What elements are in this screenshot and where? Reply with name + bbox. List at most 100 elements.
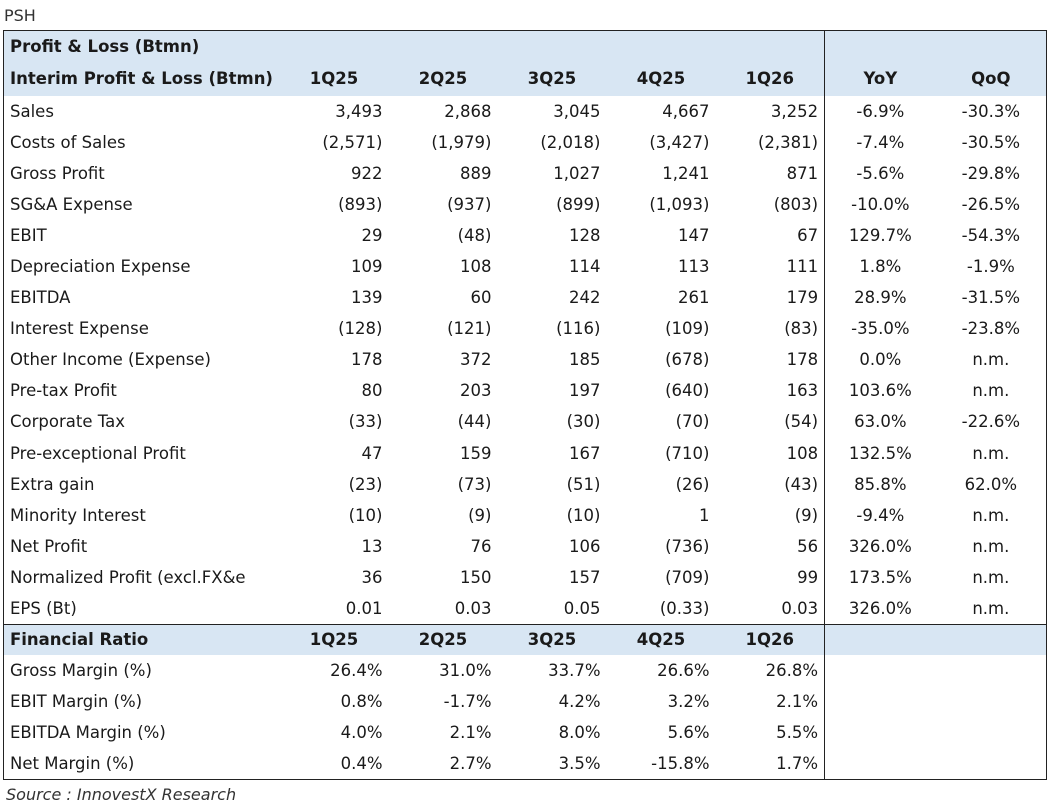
- ratio-value: 3.2%: [667, 692, 710, 712]
- row-value: (937): [447, 194, 492, 214]
- ratio-value: 0.4%: [340, 754, 383, 774]
- row-yoy: 1.8%: [824, 250, 936, 283]
- row-qoq: -1.9%: [966, 257, 1015, 277]
- row-value: 871: [786, 163, 819, 183]
- row-value: (23): [348, 474, 383, 494]
- ratio-value: 4.0%: [340, 723, 383, 743]
- ratio-row: EBITDA Margin (%) 4.0% 2.1% 8.0% 5.6% 5.5%: [4, 717, 1047, 749]
- table-row: Corporate Tax (33) (44) (30) (70) (54) 63.0% -2…: [4, 406, 1047, 438]
- table-row: Pre-exceptional Profit 47 159 167 (710) 108 13…: [4, 437, 1047, 469]
- row-yoy: -5.6%: [824, 157, 936, 189]
- row-qoq: -29.8%: [961, 163, 1021, 183]
- row-value: 3,252: [770, 101, 819, 121]
- row-value: (121): [447, 319, 492, 339]
- row-qoq: 62.0%: [964, 474, 1018, 494]
- ratio-label: EBIT Margin (%): [10, 692, 143, 712]
- row-value: 36: [361, 567, 383, 587]
- row-value: 150: [460, 567, 492, 587]
- row-yoy: 85.8%: [824, 468, 936, 500]
- row-value: 1,027: [553, 163, 601, 183]
- row-yoy: 103.6%: [824, 375, 936, 407]
- ratio-column-header: 1Q26: [715, 623, 825, 656]
- row-value: 113: [678, 257, 710, 277]
- row-value: 203: [460, 381, 492, 401]
- table-row: EBITDA 139 60 242 261 179 28.9% -31.5%: [4, 282, 1047, 314]
- row-value: 4,667: [662, 101, 710, 121]
- row-value: (0.33): [659, 598, 710, 618]
- row-yoy: -35.0%: [824, 313, 936, 345]
- row-value: (709): [665, 567, 710, 587]
- row-value: 185: [569, 350, 601, 370]
- row-value: 76: [470, 536, 492, 556]
- row-value: 13: [361, 536, 383, 556]
- ratio-value: 26.4%: [330, 661, 383, 681]
- row-value: 3,045: [553, 101, 601, 121]
- row-qoq: n.m.: [972, 381, 1010, 401]
- row-qoq: -23.8%: [961, 319, 1021, 339]
- row-value: (9): [794, 505, 819, 525]
- row-value: 109: [351, 257, 383, 277]
- table-row: Costs of Sales (2,571) (1,979) (2,018) (3,42…: [4, 126, 1047, 158]
- row-value: (9): [468, 505, 492, 525]
- table-row: EBIT 29 (48) 128 147 67 129.7% -54.3%: [4, 219, 1047, 251]
- row-value: 60: [470, 288, 492, 308]
- row-yoy: 132.5%: [824, 437, 936, 469]
- row-label: Costs of Sales: [10, 132, 126, 152]
- ratio-label: Net Margin (%): [10, 754, 135, 774]
- row-value: (26): [675, 474, 710, 494]
- table-row: Normalized Profit (excl.FX&e 36 150 157 (709…: [4, 561, 1047, 593]
- row-value: 261: [678, 288, 710, 308]
- row-qoq: -31.5%: [961, 288, 1021, 308]
- ratio-blank: [824, 717, 1047, 749]
- ratio-value: 2.1%: [449, 723, 492, 743]
- ratio-label: EBITDA Margin (%): [10, 723, 166, 743]
- header-blank-qoq: [935, 30, 1047, 62]
- ratio-value: 33.7%: [548, 661, 601, 681]
- row-qoq: n.m.: [972, 350, 1010, 370]
- row-value: 2,868: [444, 101, 492, 121]
- ratio-column-header: 3Q25: [497, 623, 607, 656]
- row-value: 108: [460, 257, 492, 277]
- ratio-value: 31.0%: [439, 661, 492, 681]
- row-qoq: n.m.: [972, 505, 1010, 525]
- row-yoy: 0.0%: [824, 344, 936, 376]
- row-value: (803): [773, 194, 819, 214]
- ratio-value: -15.8%: [651, 754, 710, 774]
- row-qoq: -30.5%: [961, 132, 1021, 152]
- row-qoq: -26.5%: [961, 194, 1021, 214]
- row-qoq: n.m.: [972, 443, 1010, 463]
- column-header-row: Interim Profit & Loss (Btmn) 1Q25 2Q25 3…: [3, 61, 1047, 96]
- row-qoq: -22.6%: [961, 412, 1021, 432]
- row-yoy: -10.0%: [824, 188, 936, 220]
- row-value: (736): [665, 536, 710, 556]
- row-value: (30): [566, 412, 601, 432]
- row-label: EPS (Bt): [10, 598, 77, 618]
- row-label: Normalized Profit (excl.FX&e: [10, 567, 246, 587]
- row-label: Other Income (Expense): [10, 350, 211, 370]
- row-yoy: 326.0%: [824, 530, 936, 562]
- ratio-value: 0.8%: [340, 692, 383, 712]
- row-yoy: 63.0%: [824, 406, 936, 438]
- row-value: (1,979): [431, 132, 492, 152]
- ratio-value: 5.6%: [667, 723, 710, 743]
- table-row: Minority Interest (10) (9) (10) 1 (9) -9.4% n.m…: [4, 499, 1047, 531]
- row-qoq: n.m.: [972, 567, 1010, 587]
- row-yoy: -6.9%: [824, 95, 936, 127]
- ratio-value: -1.7%: [443, 692, 492, 712]
- row-value: (10): [566, 505, 601, 525]
- row-value: (710): [665, 443, 710, 463]
- ratio-label: Gross Margin (%): [10, 661, 152, 681]
- profit-loss-table: Profit & Loss (Btmn) Interim Profit & Lo…: [3, 30, 1048, 780]
- row-value: 159: [460, 443, 492, 463]
- row-value: (44): [457, 412, 492, 432]
- row-label: Corporate Tax: [10, 412, 125, 432]
- row-value: 47: [361, 443, 383, 463]
- row-value: 80: [361, 381, 383, 401]
- row-value: 0.03: [454, 598, 492, 618]
- table-row: EPS (Bt) 0.01 0.03 0.05 (0.33) 0.03 326.0% n.m.: [4, 593, 1047, 625]
- row-value: 922: [351, 163, 383, 183]
- row-value: (2,381): [757, 132, 819, 152]
- row-value: (2,018): [540, 132, 601, 152]
- column-header-yoy: YoY: [824, 61, 936, 96]
- row-value: (51): [566, 474, 601, 494]
